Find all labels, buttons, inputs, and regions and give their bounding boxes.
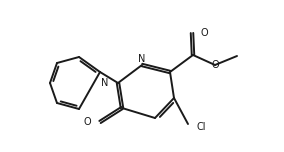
Text: O: O — [211, 60, 219, 70]
Text: N: N — [138, 54, 146, 64]
Text: N: N — [101, 78, 108, 88]
Text: O: O — [84, 117, 91, 127]
Text: O: O — [201, 28, 208, 38]
Text: Cl: Cl — [197, 122, 206, 132]
